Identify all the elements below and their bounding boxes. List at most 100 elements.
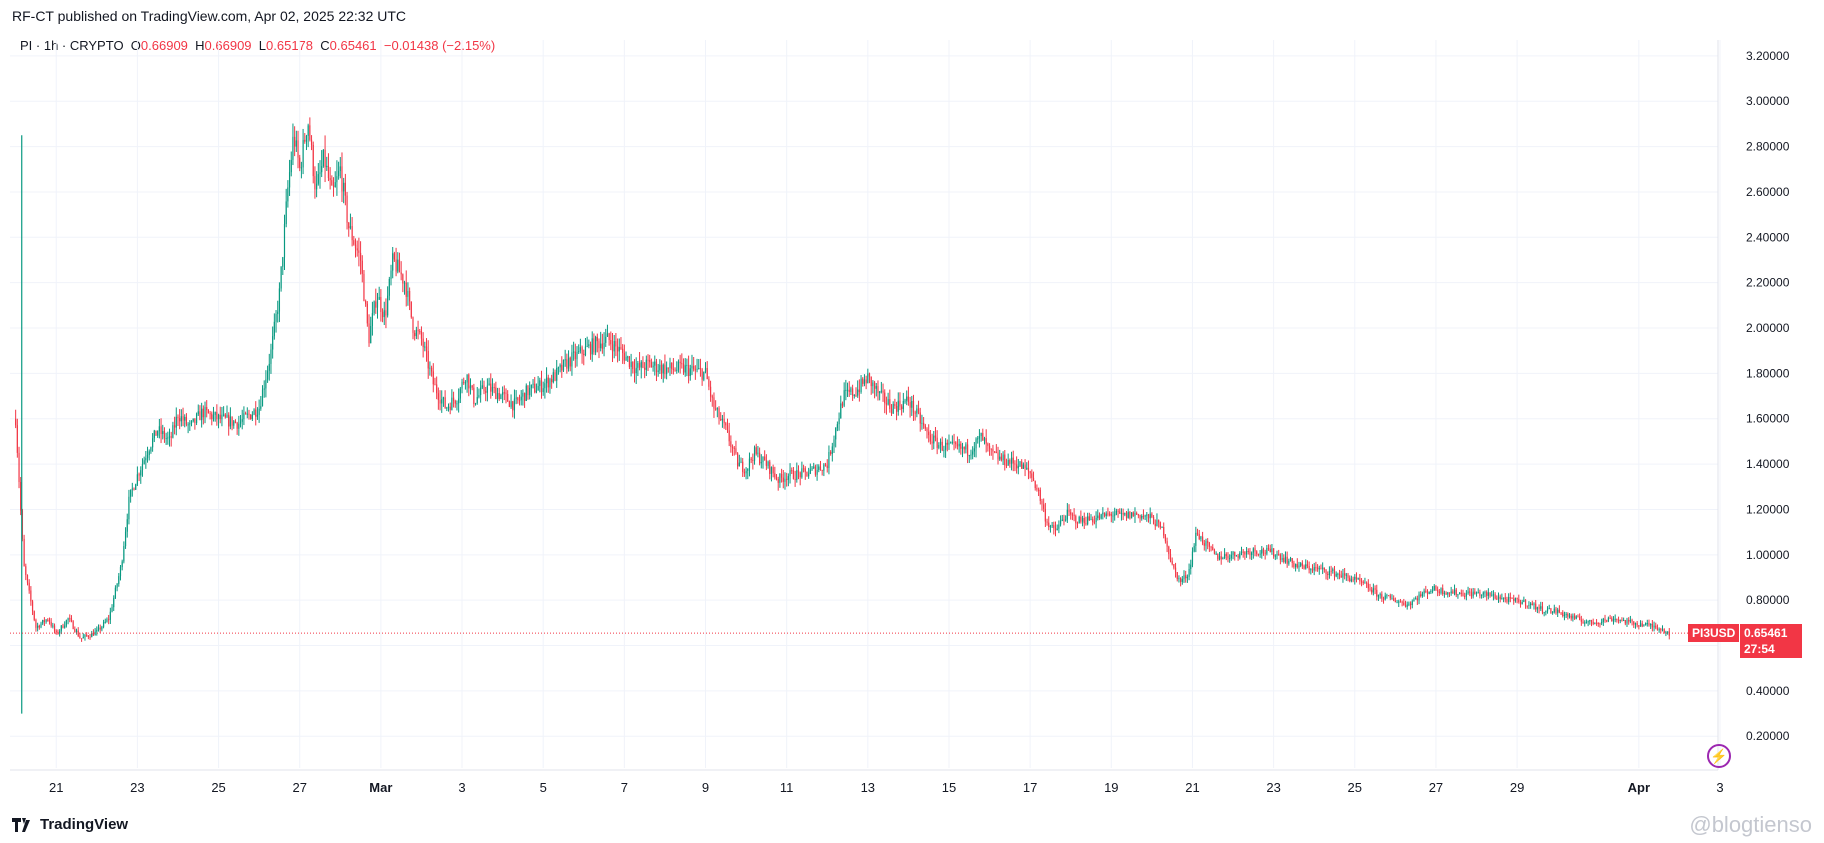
candle-body — [1475, 592, 1478, 594]
candle-body — [855, 394, 857, 396]
price-chart[interactable]: 3.20000 3.00000 2.80000 2.60000 2.40000 2.200… — [0, 0, 1824, 800]
candle-body — [182, 416, 184, 421]
candle-body — [1070, 512, 1072, 515]
candle-body — [1239, 553, 1241, 558]
candle-body — [1087, 516, 1089, 525]
candle-body — [569, 357, 571, 367]
candle-body — [1225, 554, 1227, 556]
candle-body — [982, 432, 984, 441]
candle-body — [356, 248, 358, 251]
candle-body — [317, 174, 319, 184]
candle-body — [124, 531, 127, 547]
candle-body — [409, 290, 411, 302]
candle-body — [480, 387, 482, 396]
candle-body — [485, 391, 487, 393]
candle-body — [1639, 623, 1642, 627]
candle-body — [774, 473, 776, 478]
candle-body — [376, 299, 379, 308]
candle-body — [1406, 604, 1408, 607]
candle-body — [1459, 592, 1461, 595]
candle-body — [644, 367, 646, 370]
candle-body — [290, 159, 292, 173]
candle-body — [483, 385, 485, 392]
candle-body — [1002, 454, 1004, 461]
candle-body — [141, 464, 144, 471]
lightning-icon[interactable]: ⚡ — [1707, 744, 1731, 768]
candle-body — [1080, 516, 1082, 522]
candle-body — [31, 601, 34, 612]
candle-body — [1338, 573, 1341, 576]
candle-body — [965, 444, 967, 450]
candle-body — [988, 445, 991, 449]
candle-body — [1320, 568, 1322, 570]
candle-body — [136, 474, 138, 485]
candle-body — [1350, 579, 1353, 582]
candle-body — [1604, 618, 1606, 621]
candle-body — [1296, 563, 1298, 568]
candle-body — [192, 418, 194, 422]
candle-body — [1274, 555, 1276, 557]
candle-body — [241, 419, 243, 422]
candle-body — [145, 458, 147, 461]
candle-body — [1012, 457, 1014, 464]
candle-body — [177, 416, 179, 419]
candle-body — [1634, 623, 1637, 625]
candle-body — [1264, 552, 1266, 554]
candle-body — [1629, 620, 1631, 622]
candle-body — [649, 360, 651, 363]
candle-body — [1391, 598, 1393, 600]
candle-body — [992, 448, 994, 452]
candle-body — [593, 338, 595, 353]
tradingview-logo[interactable]: TradingView — [12, 816, 128, 833]
candle-body — [679, 361, 681, 364]
candle-body — [552, 372, 554, 383]
candle-body — [1609, 617, 1611, 619]
candle-body — [1132, 512, 1134, 516]
candle-body — [1460, 592, 1462, 594]
candle-body — [715, 408, 717, 410]
candle-body — [589, 344, 592, 355]
candle-body — [261, 389, 264, 407]
candle-body — [1212, 547, 1214, 551]
candle-body — [395, 259, 397, 272]
candle-body — [1105, 513, 1107, 517]
candle-body — [1579, 616, 1581, 620]
candle-body — [924, 425, 926, 429]
candle-body — [1232, 551, 1234, 555]
candle-body — [659, 364, 661, 371]
candle-body — [1180, 578, 1182, 582]
candle-body — [750, 458, 752, 460]
candle-body — [344, 182, 346, 196]
candle-body — [633, 369, 636, 374]
candle-body — [1597, 622, 1599, 624]
y-tick-label: 2.80000 — [1746, 140, 1790, 154]
candle-body — [1141, 515, 1143, 519]
candle-body — [322, 149, 324, 167]
candle-body — [266, 370, 269, 380]
candle-body — [534, 383, 536, 393]
candle-body — [449, 406, 451, 410]
candle-body — [1043, 504, 1045, 509]
candle-body — [1633, 621, 1635, 625]
candle-body — [503, 392, 505, 394]
candle-body — [1426, 591, 1429, 594]
candle-body — [104, 621, 106, 623]
candle-body — [195, 414, 198, 423]
candle-body — [1489, 592, 1491, 596]
candle-body — [1137, 514, 1139, 516]
candle-body — [1266, 547, 1268, 554]
candle-body — [1328, 570, 1331, 575]
candle-body — [1573, 615, 1576, 619]
candle-body — [1387, 595, 1390, 597]
candle-body — [1036, 488, 1038, 490]
candle-body — [57, 631, 59, 634]
candle-body — [726, 425, 729, 431]
candle-body — [224, 414, 226, 418]
candle-body — [906, 396, 908, 401]
candle-body — [759, 452, 761, 464]
low-value: 0.65178 — [266, 38, 314, 53]
candle-body — [1631, 620, 1633, 622]
candle-body — [185, 416, 188, 425]
candle-body — [936, 437, 938, 448]
candle-body — [1374, 588, 1376, 590]
